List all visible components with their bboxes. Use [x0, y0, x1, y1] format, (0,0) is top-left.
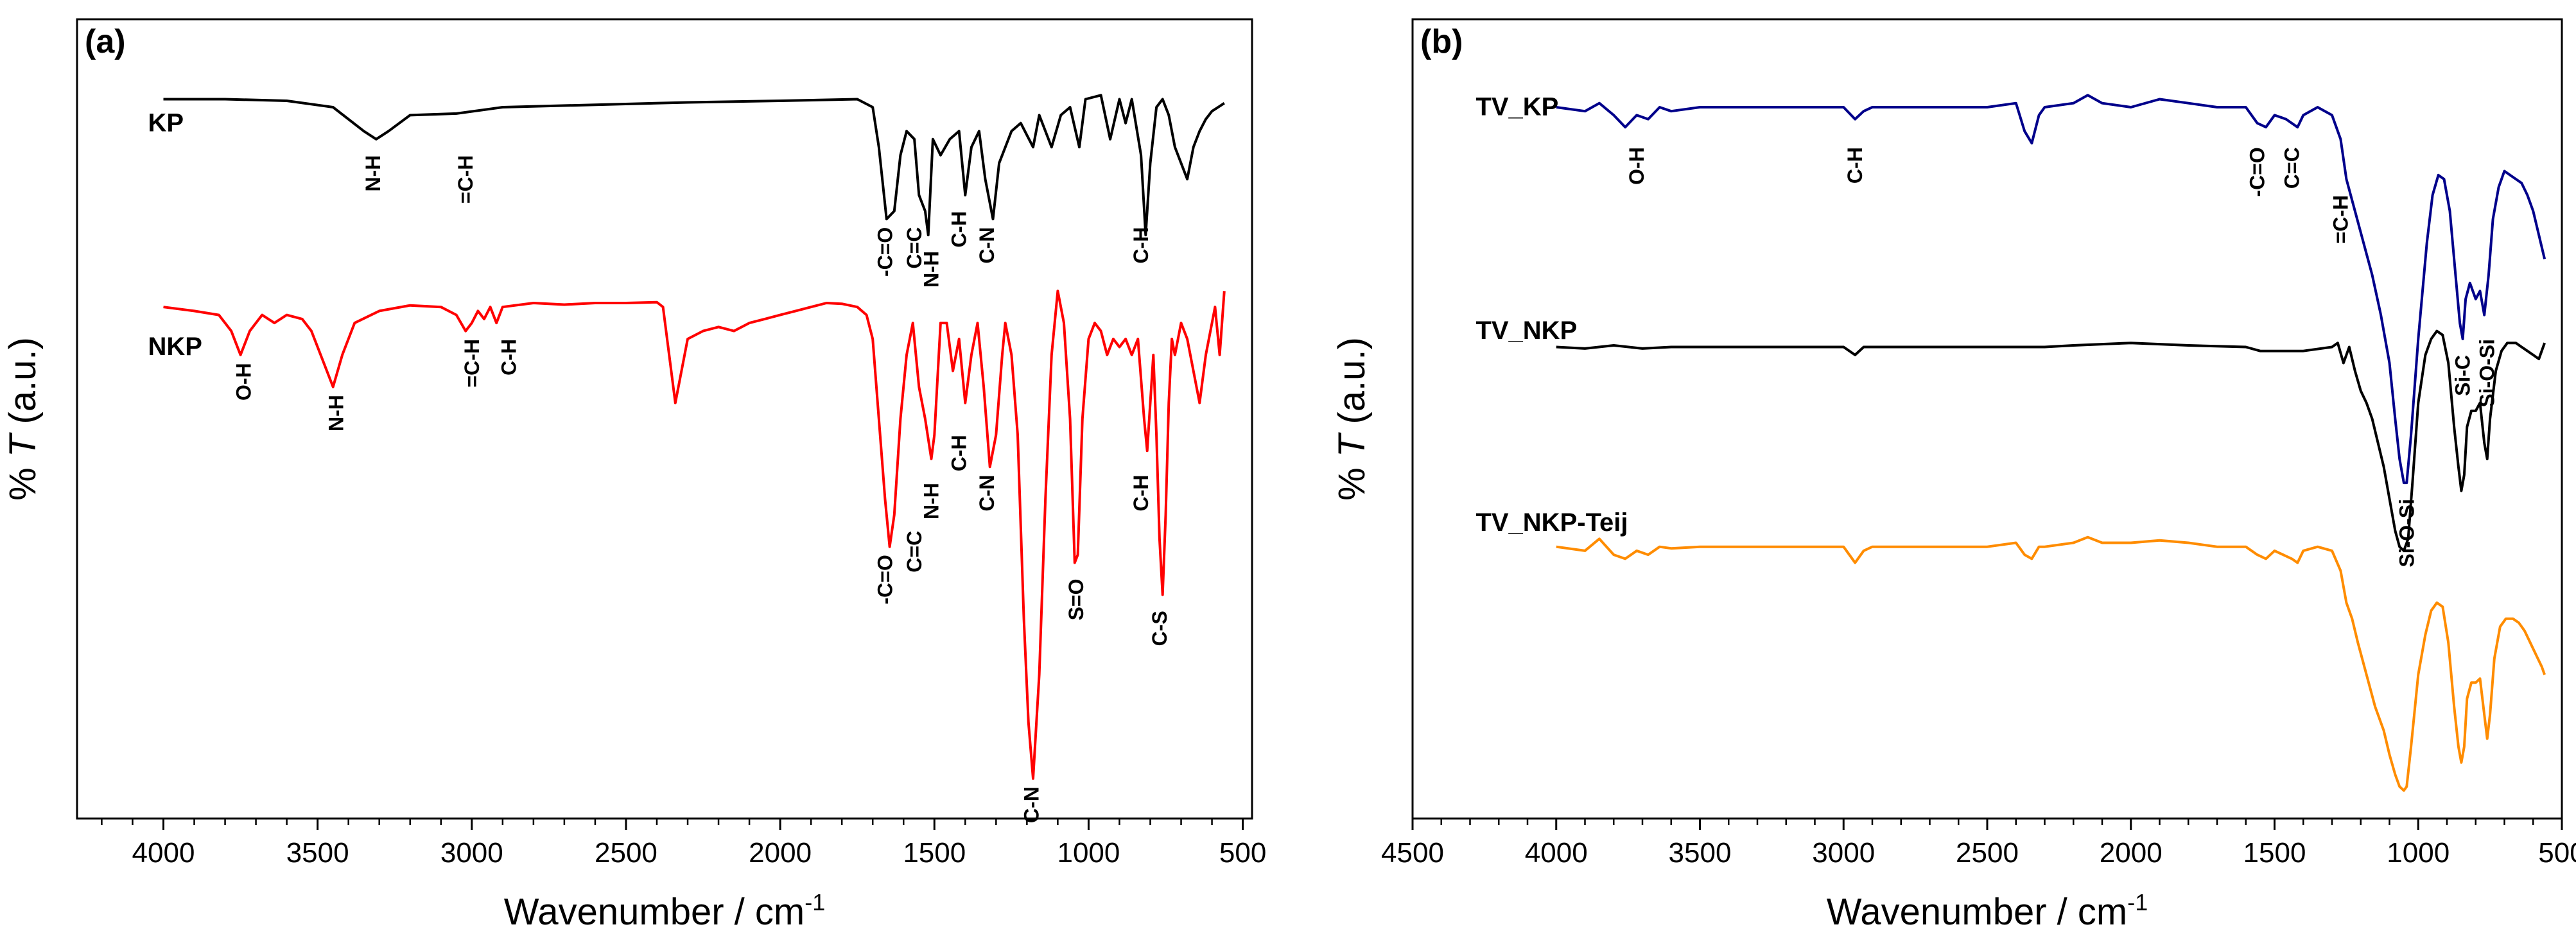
- peak-annotation: C-H: [497, 339, 520, 376]
- x-tick-label: 2500: [1956, 837, 2019, 869]
- peak-annotation: C-N: [975, 227, 998, 264]
- peak-annotation: N-H: [919, 251, 943, 288]
- series-line-nkp: [163, 290, 1226, 780]
- series-label: TV_KP: [1475, 92, 1558, 121]
- peak-annotation: -C=O: [2246, 147, 2269, 196]
- chart-panel-1: 4500 4000 3500 3000 2500 2000 1500 1000 500 Waven…: [1331, 18, 2576, 933]
- x-tick-label: 4000: [1525, 837, 1588, 869]
- x-tick-label: 4500: [1381, 837, 1444, 869]
- peak-annotation: C-H: [1129, 475, 1153, 512]
- series-line-tv_kp: [1556, 94, 2546, 485]
- x-tick-label: 3000: [440, 837, 503, 869]
- peak-annotation: S=O: [1065, 579, 1088, 621]
- peak-annotation: C=C: [903, 227, 926, 269]
- x-tick-label: 4000: [132, 837, 195, 869]
- peak-annotation: C-H: [948, 435, 971, 471]
- chart-panel-0: 4000 3500 3000 2500 2000 1500 1000 500 Wavenumbe…: [2, 18, 1266, 933]
- peak-annotation: C-N: [1020, 786, 1043, 823]
- peak-annotation: C-N: [975, 475, 998, 512]
- x-tick-label: 3500: [1669, 837, 1732, 869]
- x-tick-label: 500: [2538, 837, 2576, 869]
- peak-annotation: C-H: [1129, 227, 1153, 264]
- peak-annotation: =C-H: [2329, 195, 2352, 244]
- x-tick-label: 1500: [2243, 837, 2306, 869]
- y-axis-title: % T (a.u.): [2, 337, 44, 501]
- peak-annotation: -C=O: [873, 227, 896, 277]
- panel-label: (a): [85, 23, 126, 60]
- peak-annotation: C-H: [1843, 147, 1867, 184]
- x-tick-label: 2500: [595, 837, 657, 869]
- plot-frame: [1411, 18, 2563, 820]
- peak-annotation: C=C: [2280, 147, 2303, 189]
- series-line-tv_nkp-teij: [1556, 535, 2546, 792]
- panel-label: (b): [1420, 23, 1463, 60]
- x-tick-label: 1500: [903, 837, 966, 869]
- peak-annotation: N-H: [324, 395, 347, 431]
- peak-annotation: C-S: [1148, 611, 1171, 646]
- plot-frame: [76, 18, 1253, 820]
- peak-annotation: O-H: [1625, 147, 1648, 185]
- peak-annotation: N-H: [361, 155, 385, 192]
- series-line-tv_nkp: [1556, 329, 2546, 552]
- series-label: TV_NKP-Teij: [1475, 508, 1628, 537]
- peak-annotation: -C=O: [873, 555, 896, 604]
- series-label: KP: [148, 108, 184, 137]
- x-tick-label: 500: [1219, 837, 1266, 869]
- peak-annotation: O-H: [232, 363, 255, 401]
- peak-annotation: N-H: [919, 483, 943, 519]
- x-tick-label: 1000: [1057, 837, 1120, 869]
- peak-annotation: C=C: [903, 531, 926, 573]
- series-label: TV_NKP: [1475, 316, 1577, 345]
- x-axis-title: Wavenumber / cm-1: [504, 889, 825, 933]
- x-tick-label: 2000: [2100, 837, 2163, 869]
- y-axis-title: % T (a.u.): [1331, 337, 1373, 501]
- x-tick-label: 1000: [2387, 837, 2450, 869]
- x-tick-label: 3500: [286, 837, 349, 869]
- peak-annotation: Si-O-Si: [2476, 339, 2499, 408]
- series-label: NKP: [148, 333, 202, 361]
- peak-annotation: Si-C: [2451, 355, 2475, 396]
- peak-annotation: =C-H: [454, 155, 477, 204]
- x-axis-title: Wavenumber / cm-1: [1827, 889, 2148, 933]
- x-tick-label: 3000: [1812, 837, 1875, 869]
- x-tick-label: 2000: [749, 837, 812, 869]
- peak-annotation: =C-H: [460, 339, 483, 388]
- peak-annotation: C-H: [948, 211, 971, 248]
- series-line-kp: [163, 94, 1225, 237]
- peak-annotation: Si-O-Si: [2395, 499, 2418, 568]
